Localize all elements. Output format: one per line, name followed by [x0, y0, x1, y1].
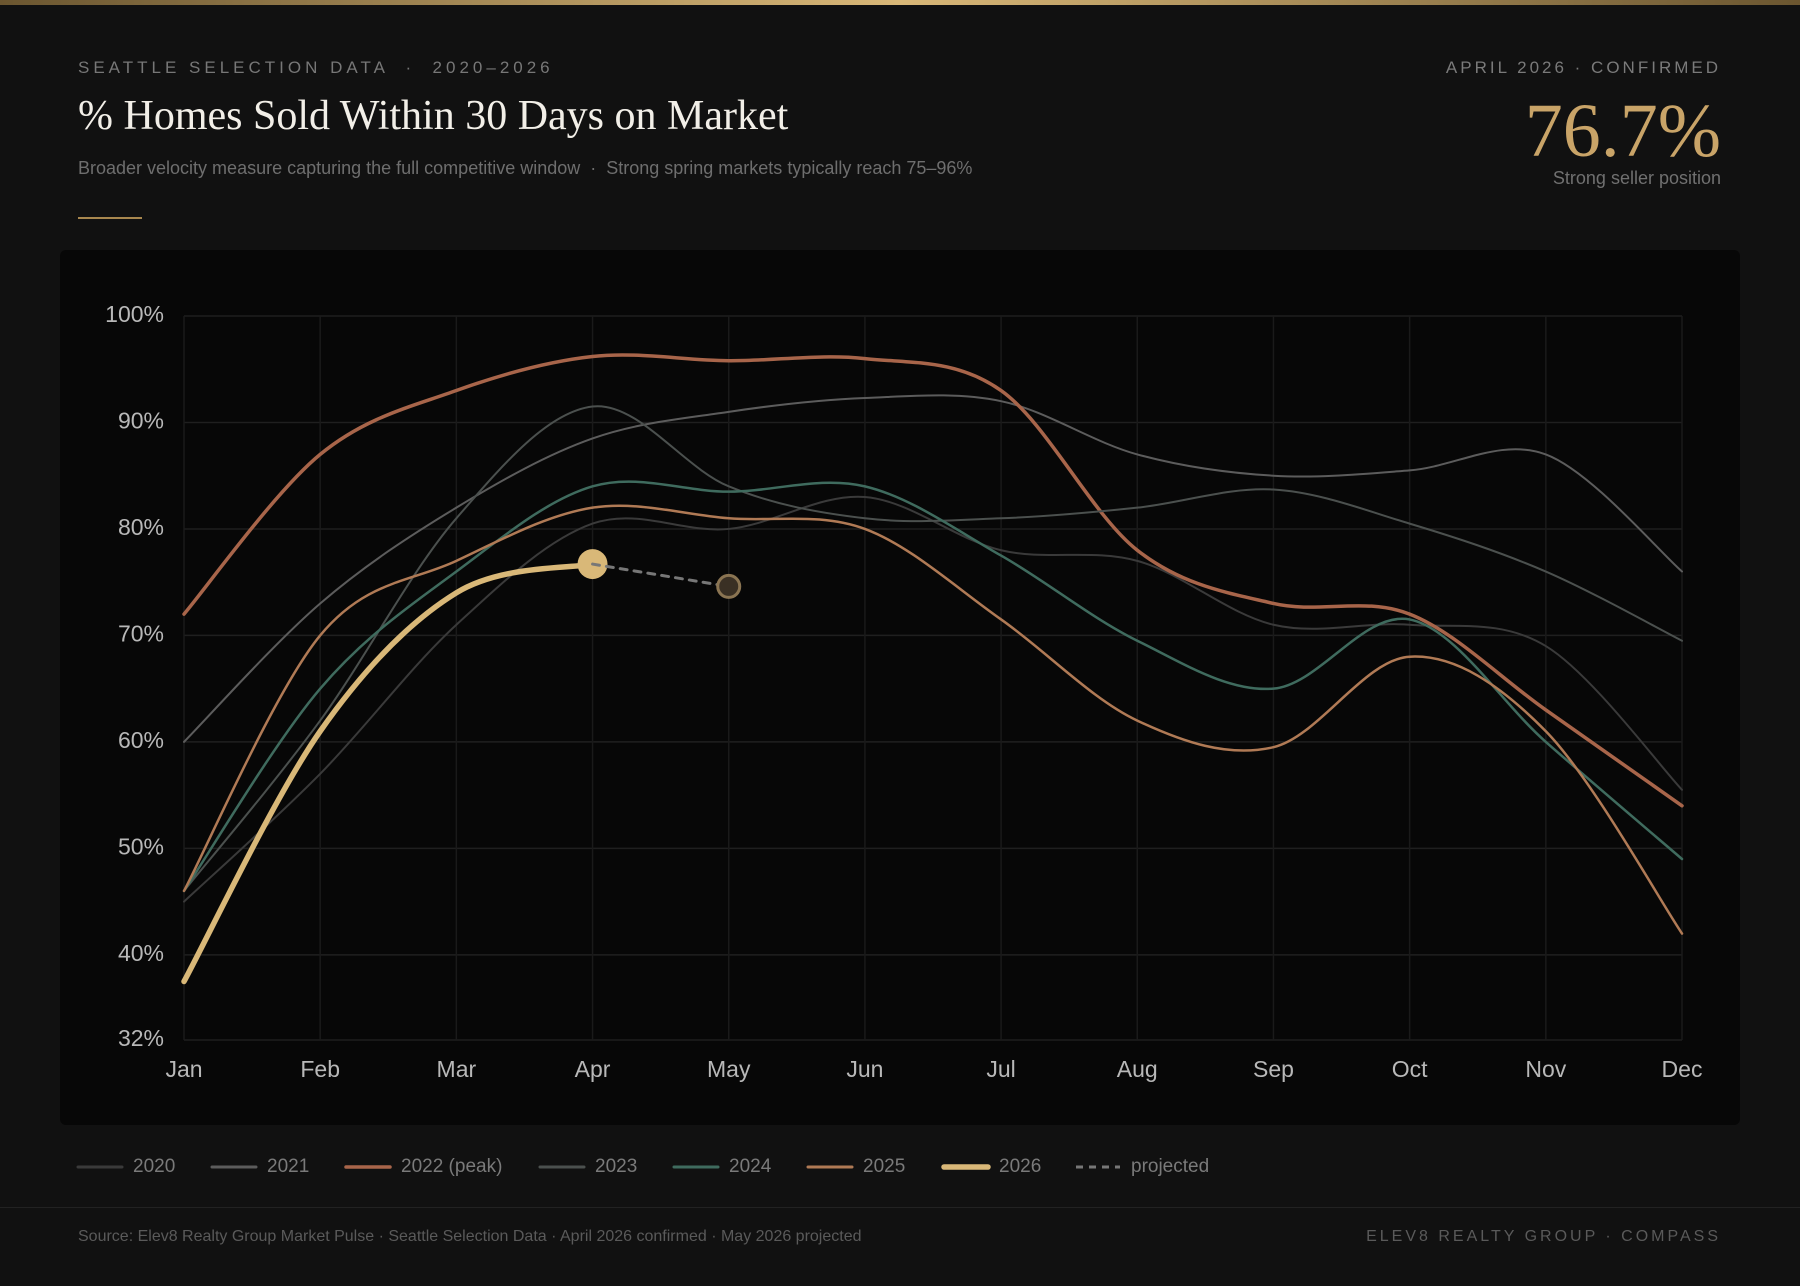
legend-label: 2025: [863, 1156, 905, 1177]
x-tick-label: Sep: [1253, 1056, 1294, 1082]
eyebrow: SEATTLE SELECTION DATA · 2020–2026: [78, 58, 554, 77]
series-line: [181, 561, 596, 985]
legend-label: 2026: [999, 1156, 1041, 1177]
y-tick-label: 40%: [118, 940, 164, 966]
y-tick-label: 32%: [118, 1025, 164, 1051]
y-tick-label: 80%: [118, 514, 164, 540]
series-line: [183, 495, 1683, 903]
legend-label: 2020: [133, 1156, 175, 1177]
kpi-label: APRIL 2026 · CONFIRMED: [1445, 58, 1721, 77]
series-line: [182, 480, 1684, 893]
title: % Homes Sold Within 30 Days on Market: [78, 93, 789, 139]
legend-label: 2023: [595, 1156, 637, 1177]
series-line: [182, 504, 1684, 935]
legend-label: 2024: [729, 1156, 772, 1177]
x-tick-label: Oct: [1392, 1056, 1428, 1082]
series-line: [183, 405, 1683, 892]
kpi-caption: Strong seller position: [1552, 168, 1721, 188]
legend-label: 2021: [267, 1156, 309, 1177]
y-tick-label: 100%: [105, 301, 164, 327]
x-tick-label: Mar: [437, 1056, 477, 1082]
y-tick-label: 70%: [118, 620, 164, 646]
x-tick-label: Nov: [1525, 1056, 1566, 1082]
x-tick-label: Jan: [165, 1056, 202, 1082]
kpi-value: 76.7%: [1524, 89, 1721, 173]
x-tick-label: Dec: [1662, 1056, 1703, 1082]
source: Source: Elev8 Realty Group Market Pulse …: [78, 1228, 862, 1245]
y-tick-label: 50%: [118, 833, 164, 859]
series-line: [182, 353, 1684, 808]
x-tick-label: Aug: [1117, 1056, 1158, 1082]
subtitle: Broader velocity measure capturing the f…: [78, 158, 973, 178]
series-line: [183, 394, 1683, 743]
legend-label: 2022 (peak): [401, 1156, 502, 1177]
divider: [78, 217, 142, 219]
footer-rule: [0, 1207, 1800, 1208]
y-tick-label: 90%: [118, 408, 164, 434]
legend-label: projected: [1131, 1156, 1209, 1177]
x-tick-label: Jun: [846, 1056, 883, 1082]
y-tick-label: 60%: [118, 727, 164, 753]
x-tick-label: Apr: [575, 1056, 611, 1082]
series-line: [591, 562, 731, 588]
x-tick-label: May: [707, 1056, 751, 1082]
x-tick-label: Jul: [986, 1056, 1015, 1082]
x-tick-label: Feb: [300, 1056, 340, 1082]
projected-marker: [716, 573, 742, 599]
brand: ELEV8 REALTY GROUP · COMPASS: [1366, 1228, 1721, 1245]
accent-bar: [0, 0, 1800, 5]
